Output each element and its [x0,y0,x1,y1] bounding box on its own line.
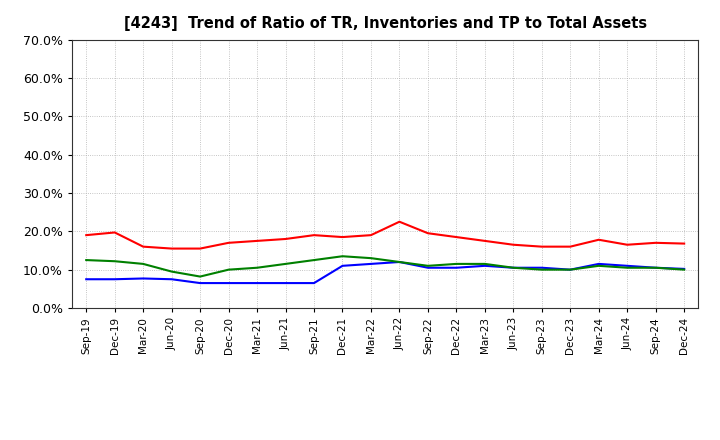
Inventories [196,280,204,286]
Trade Payables [452,261,461,267]
Trade Receivables [139,244,148,249]
Trade Payables [167,269,176,274]
Trade Receivables [366,232,375,238]
Trade Payables [395,259,404,264]
Trade Receivables [338,235,347,240]
Inventories [395,259,404,264]
Trade Payables [282,261,290,267]
Trade Payables [509,265,518,270]
Trade Receivables [452,235,461,240]
Trade Receivables [566,244,575,249]
Inventories [338,263,347,268]
Trade Payables [310,257,318,263]
Trade Payables [110,259,119,264]
Inventories [623,263,631,268]
Trade Receivables [480,238,489,244]
Trade Receivables [225,240,233,246]
Trade Receivables [110,230,119,235]
Trade Receivables [537,244,546,249]
Trade Receivables [167,246,176,251]
Trade Receivables [310,232,318,238]
Inventories [680,266,688,271]
Trade Payables [595,263,603,268]
Inventories [253,280,261,286]
Inventories [139,276,148,281]
Trade Payables [623,265,631,270]
Trade Receivables [196,246,204,251]
Trade Receivables [652,240,660,246]
Line: Trade Receivables: Trade Receivables [86,222,684,249]
Trade Payables [225,267,233,272]
Trade Payables [680,267,688,272]
Trade Payables [423,263,432,268]
Trade Receivables [395,219,404,224]
Trade Payables [338,253,347,259]
Inventories [225,280,233,286]
Inventories [167,277,176,282]
Trade Payables [196,274,204,279]
Trade Receivables [623,242,631,247]
Title: [4243]  Trend of Ratio of TR, Inventories and TP to Total Assets: [4243] Trend of Ratio of TR, Inventories… [124,16,647,32]
Inventories [282,280,290,286]
Inventories [110,277,119,282]
Trade Payables [366,256,375,261]
Line: Trade Payables: Trade Payables [86,256,684,277]
Trade Receivables [509,242,518,247]
Trade Receivables [423,231,432,236]
Inventories [595,261,603,267]
Inventories [480,263,489,268]
Trade Payables [566,267,575,272]
Trade Receivables [282,236,290,242]
Trade Payables [82,257,91,263]
Inventories [423,265,432,270]
Inventories [452,265,461,270]
Trade Receivables [595,237,603,242]
Trade Payables [480,261,489,267]
Trade Receivables [82,232,91,238]
Trade Payables [139,261,148,267]
Trade Payables [253,265,261,270]
Trade Receivables [680,241,688,246]
Inventories [652,265,660,270]
Line: Inventories: Inventories [86,262,684,283]
Inventories [537,265,546,270]
Trade Payables [652,265,660,270]
Trade Receivables [253,238,261,244]
Inventories [82,277,91,282]
Inventories [310,280,318,286]
Inventories [366,261,375,267]
Inventories [566,267,575,272]
Inventories [509,265,518,270]
Trade Payables [537,267,546,272]
